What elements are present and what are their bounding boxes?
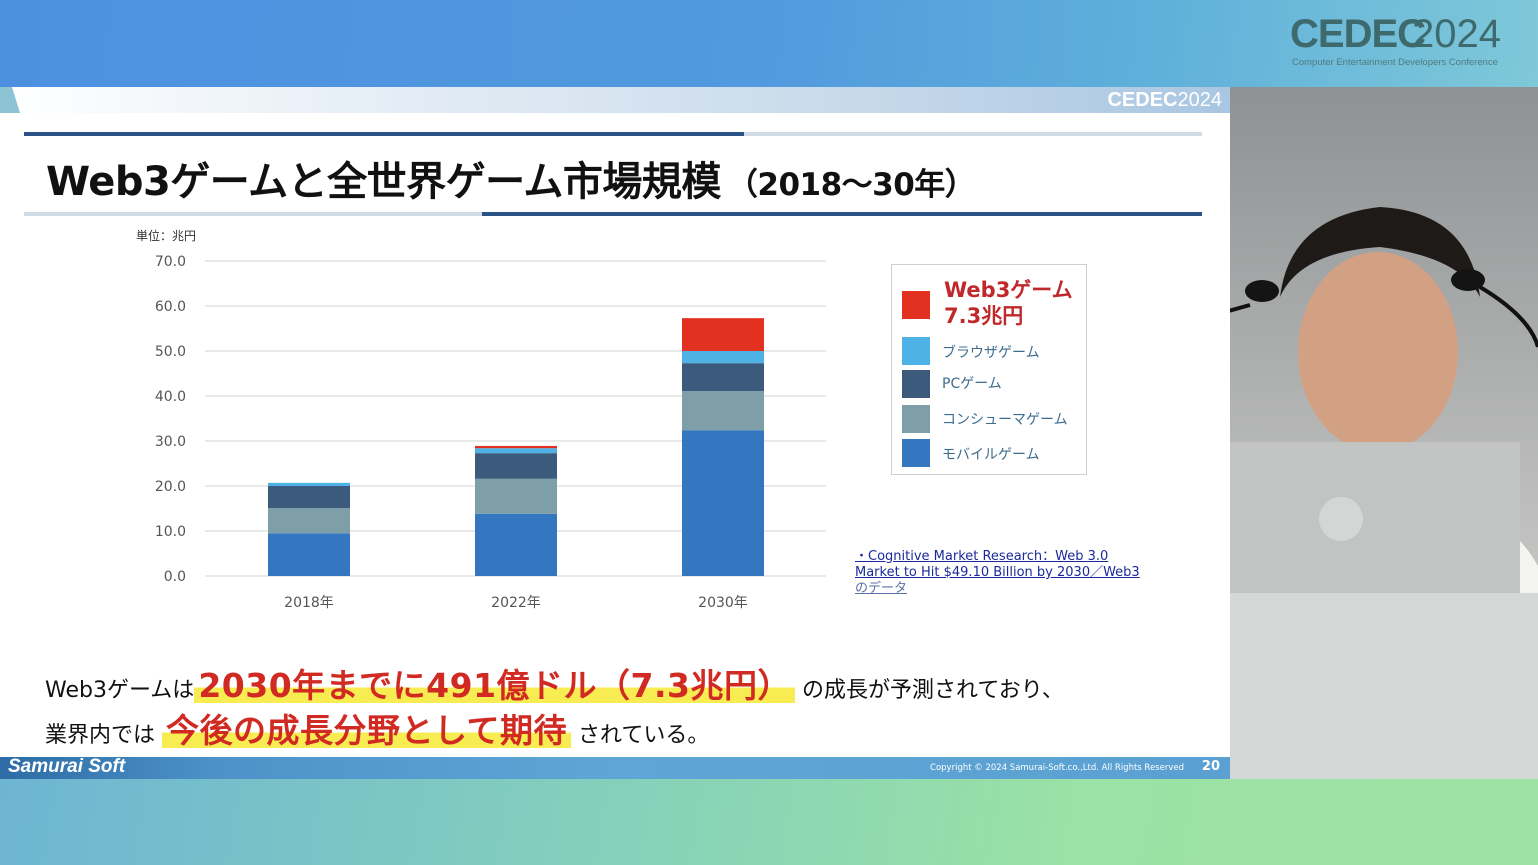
cedec-logo-word: CEDEC xyxy=(1290,12,1426,56)
x-tick-label: 2022年 xyxy=(491,595,541,611)
footer-copyright: Copyright © 2024 Samurai-Soft.co.,Ltd. A… xyxy=(930,763,1184,773)
chart-x-tick-labels: 2018年 2022年 2030年 xyxy=(284,595,748,611)
speaker-face xyxy=(1298,252,1458,452)
bar-segment xyxy=(475,453,557,479)
bar-segment xyxy=(475,513,557,576)
legend-label-console: コンシューマゲーム xyxy=(942,412,1068,428)
cedec-event-logo: CEDEC 2024 Computer Entertainment Develo… xyxy=(1290,12,1520,70)
body-line1-prefix: Web3ゲームは xyxy=(45,678,195,703)
body-line1-highlight: 2030年までに491億ドル（7.3兆円） xyxy=(194,666,796,705)
bar-segment xyxy=(682,391,764,431)
desk-surface xyxy=(1230,593,1538,779)
slide-title-years: （2018～30年） xyxy=(726,167,976,203)
microphone-right xyxy=(1451,269,1485,291)
slide-logo-year: 2024 xyxy=(1177,89,1223,111)
legend-swatch-pc xyxy=(902,370,930,398)
title-rule-bottom-light xyxy=(24,212,482,216)
bar-segment xyxy=(268,533,350,576)
cedec-logo-year: 2024 xyxy=(1412,12,1501,56)
slide-cedec-logo: CEDEC2024 xyxy=(1107,89,1222,111)
x-tick-label: 2018年 xyxy=(284,595,334,611)
y-tick-label: 70.0 xyxy=(155,254,186,270)
legend-label-pc: PCゲーム xyxy=(942,376,1002,392)
bar-segment xyxy=(475,445,557,449)
laptop-brand-logo xyxy=(1319,497,1363,541)
legend-web3-callout: Web3ゲーム 7.3兆円 xyxy=(944,277,1073,329)
legend-web3-value: 7.3兆円 xyxy=(944,304,1024,328)
slide-title: Web3ゲームと全世界ゲーム市場規模 （2018～30年） xyxy=(46,149,976,207)
bar-segment xyxy=(268,508,350,534)
chart-unit-label: 単位：兆円 xyxy=(136,229,197,243)
bar-segment xyxy=(268,486,350,509)
bar-segment xyxy=(268,482,350,486)
legend-label-mobile: モバイルゲーム xyxy=(942,447,1040,463)
chart-y-tick-labels: 0.0 10.0 20.0 30.0 40.0 50.0 60.0 70.0 xyxy=(155,254,186,585)
bottom-background-band xyxy=(0,779,1538,865)
source-link-line1[interactable]: ・Cognitive Market Research：Web 3.0 xyxy=(855,549,1109,564)
source-link-line2[interactable]: Market to Hit $49.10 Billion by 2030／Web… xyxy=(855,565,1140,580)
legend-label-browser: ブラウザゲーム xyxy=(942,345,1040,361)
bar-segment xyxy=(682,430,764,576)
legend-swatch-browser xyxy=(902,337,930,365)
slide-page-number: 20 xyxy=(1201,759,1220,774)
slide-logo-word: CEDEC xyxy=(1107,89,1178,111)
presentation-slide: CEDEC2024 Web3ゲームと全世界ゲーム市場規模 （2018～30年） 単… xyxy=(0,87,1230,779)
slide-footer: Samurai Soft Copyright © 2024 Samurai-So… xyxy=(0,756,1230,779)
legend-swatch-console xyxy=(902,405,930,433)
bar-segment xyxy=(682,351,764,364)
microphone-left xyxy=(1245,280,1279,302)
y-tick-label: 30.0 xyxy=(155,434,186,450)
bar-segment xyxy=(682,363,764,392)
legend-web3-label: Web3ゲーム xyxy=(944,278,1073,302)
title-rule-bottom-dark xyxy=(482,212,1202,216)
body-line1-suffix: の成長が予測されており、 xyxy=(802,678,1064,703)
body-line2-highlight: 今後の成長分野として期待 xyxy=(162,711,572,750)
y-tick-label: 60.0 xyxy=(155,299,186,315)
legend-swatch-web3 xyxy=(902,291,930,319)
speaker-video-illustration xyxy=(1230,207,1538,779)
title-rule-top-dark xyxy=(24,132,744,136)
chart-legend: Web3ゲーム 7.3兆円 ブラウザゲーム PCゲーム コンシューマゲーム モバ… xyxy=(891,264,1087,475)
y-tick-label: 40.0 xyxy=(155,389,186,405)
stacked-bar-chart: 0.0 10.0 20.0 30.0 40.0 50.0 60.0 70.0 2018年 202… xyxy=(155,254,826,611)
chart-bars xyxy=(268,318,764,576)
source-citation-link[interactable]: ・Cognitive Market Research：Web 3.0 Marke… xyxy=(855,549,1165,597)
y-tick-label: 0.0 xyxy=(164,569,186,585)
title-rule-top-light xyxy=(744,132,1202,136)
x-tick-label: 2030年 xyxy=(698,595,748,611)
body-line2-prefix: 業界内では xyxy=(45,723,156,748)
speaker-hair xyxy=(1280,207,1480,297)
body-line2-suffix: されている。 xyxy=(578,723,710,748)
cedec-logo-tagline: Computer Entertainment Developers Confer… xyxy=(1292,57,1498,68)
top-background-band xyxy=(0,0,1538,87)
y-tick-label: 20.0 xyxy=(155,479,186,495)
bar-segment xyxy=(682,318,764,351)
bar-segment xyxy=(475,478,557,514)
legend-swatch-mobile xyxy=(902,439,930,467)
body-text-line-2: 業界内では 今後の成長分野として期待 されている。 xyxy=(45,704,709,752)
slide-title-main: Web3ゲームと全世界ゲーム市場規模 xyxy=(46,159,721,205)
y-tick-label: 50.0 xyxy=(155,344,186,360)
source-link-line3[interactable]: のデータ xyxy=(855,581,908,596)
microphone-left-stem xyxy=(1230,303,1251,313)
laptop-lid xyxy=(1230,442,1520,602)
bar-segment xyxy=(475,448,557,454)
y-tick-label: 10.0 xyxy=(155,524,186,540)
microphone-right-stem xyxy=(1478,285,1538,348)
speaker-video-feed xyxy=(1230,87,1538,779)
slide-header-band: CEDEC2024 xyxy=(0,87,1230,113)
body-text-line-1: Web3ゲームは 2030年までに491億ドル（7.3兆円） の成長が予測されてお… xyxy=(45,659,1064,707)
footer-brand-logo: Samurai Soft xyxy=(8,756,126,777)
